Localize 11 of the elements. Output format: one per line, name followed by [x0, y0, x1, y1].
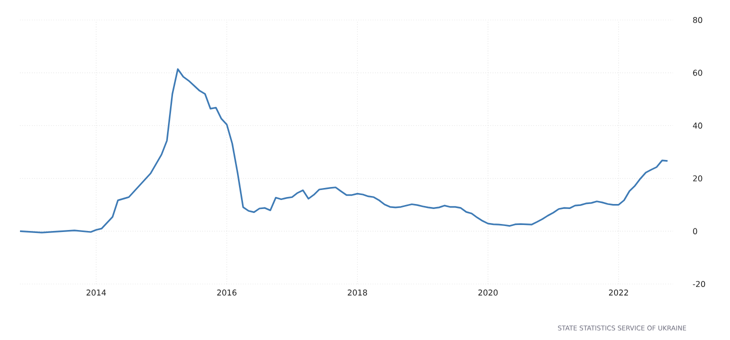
y-tick-label: 60 — [693, 70, 702, 76]
y-tick-label: 20 — [693, 175, 702, 182]
y-tick-label: -20 — [692, 280, 706, 288]
x-tick-label: 2016 — [217, 290, 236, 296]
y-tick-label: 80 — [693, 16, 702, 24]
x-tick-label: 2022 — [608, 290, 628, 296]
y-tick-label: 0 — [693, 228, 698, 234]
x-tick-label: 2014 — [86, 290, 106, 296]
y-tick-label: 40 — [692, 122, 702, 129]
x-tick-label: 2018 — [348, 290, 368, 296]
x-tick-label: 2020 — [478, 290, 498, 296]
